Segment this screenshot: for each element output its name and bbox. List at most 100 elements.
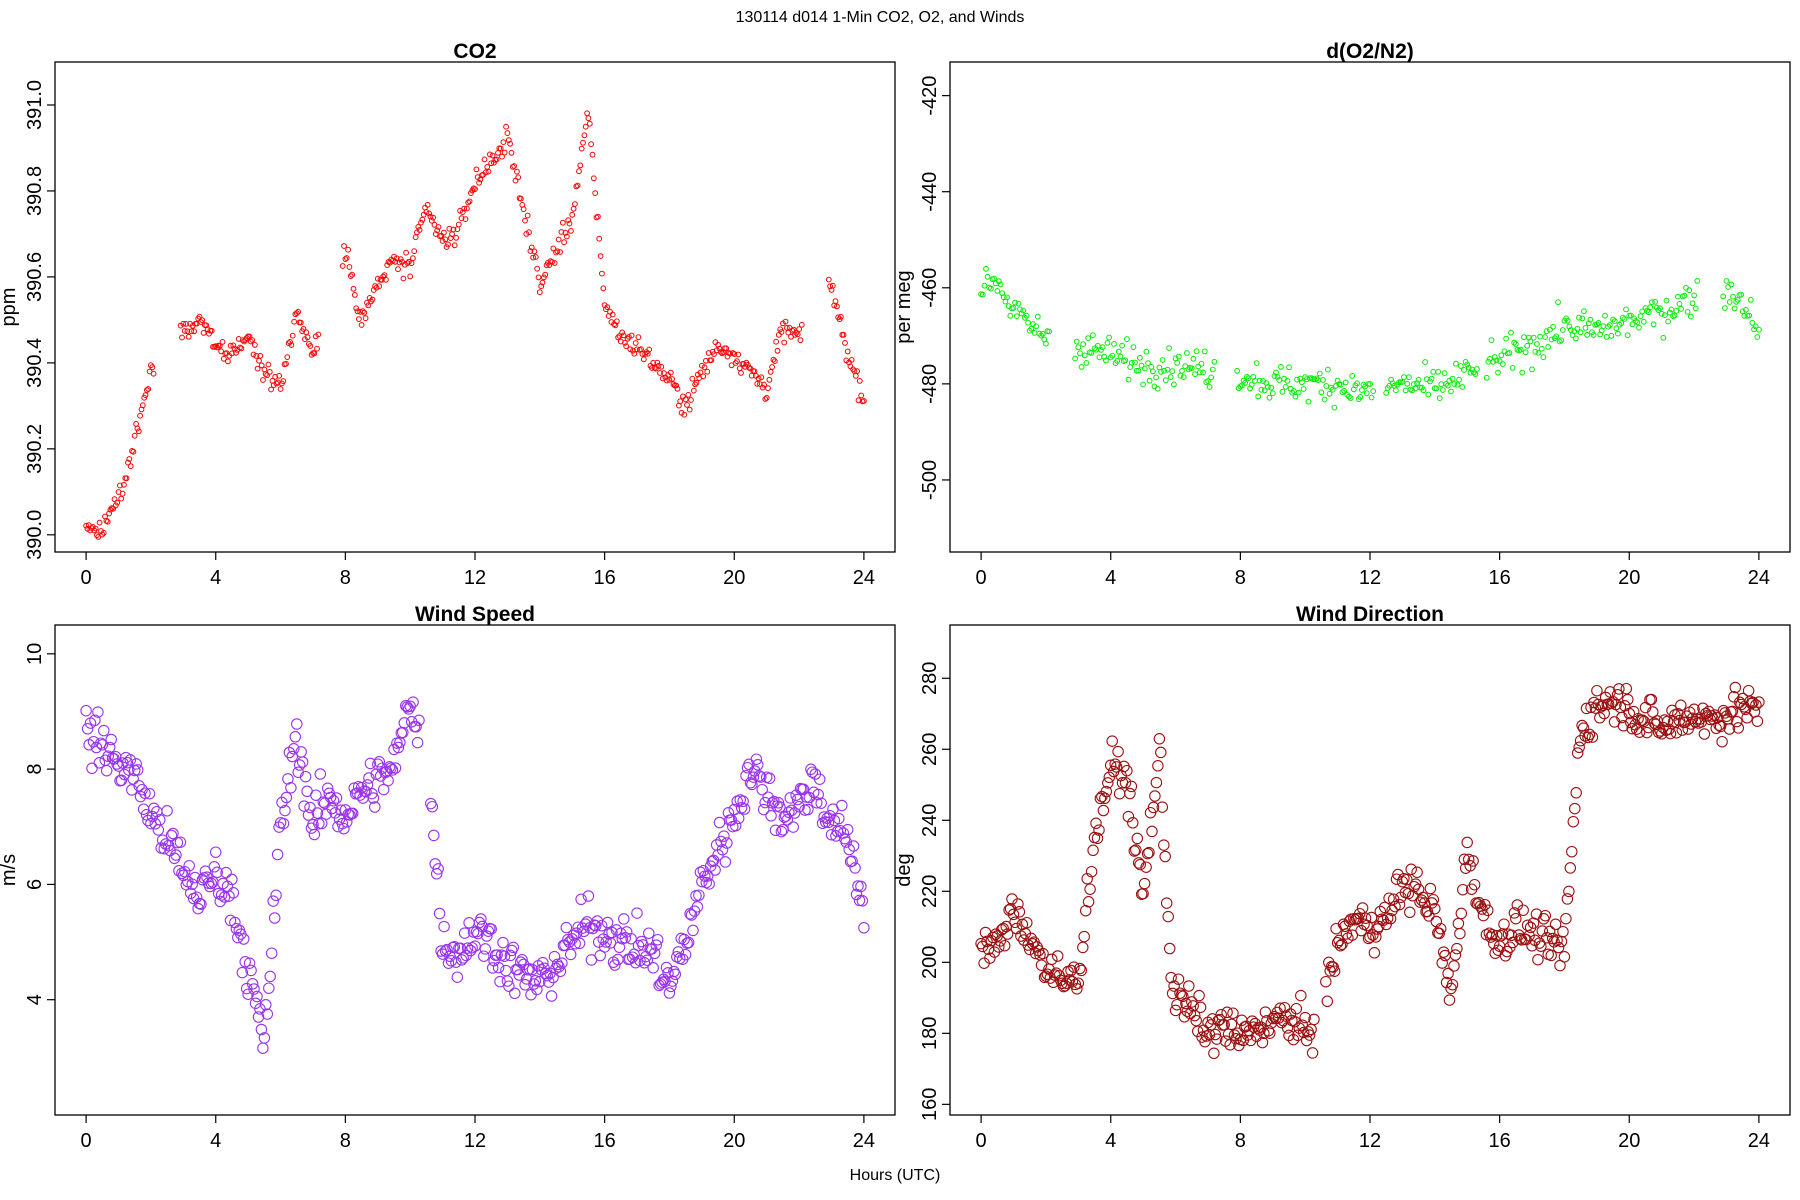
o2n2-point (1268, 384, 1275, 391)
figure-xlabel: Hours (UTC) (850, 1167, 941, 1184)
co2-point (693, 379, 700, 386)
wind-direction-point (1583, 728, 1596, 741)
o2n2-point (1495, 369, 1501, 376)
o2n2-point (1491, 354, 1498, 360)
wind-speed-point (775, 825, 788, 838)
co2-point (216, 343, 223, 349)
o2n2-point (1261, 387, 1268, 394)
wind-direction-point (1741, 712, 1753, 724)
wind-speed-point (519, 979, 531, 991)
co2-point (489, 152, 496, 159)
wind-direction-point (1300, 1034, 1313, 1047)
wind-speed-point (302, 809, 315, 821)
co2-point (607, 308, 613, 315)
wind-direction-point (1078, 930, 1090, 943)
wind-direction-point (1290, 1002, 1303, 1015)
wind-direction-point (1731, 715, 1743, 728)
wind-speed-point (316, 817, 328, 830)
wind-speed-point (785, 804, 798, 817)
co2-point (658, 363, 665, 370)
wind-direction-point (1346, 929, 1359, 941)
wind-direction-ytick-label: 220 (919, 875, 941, 908)
o2n2-point (1393, 387, 1399, 394)
co2-point (415, 224, 422, 230)
wind-direction-point (1411, 866, 1423, 879)
co2-point (434, 227, 441, 234)
o2n2-point (1436, 395, 1443, 402)
co2-point (692, 381, 698, 388)
o2n2-point (1130, 344, 1137, 351)
o2n2-point (1359, 387, 1365, 393)
wind-speed-point (131, 764, 144, 776)
wind-direction-point (1543, 925, 1556, 938)
co2-point (291, 318, 298, 325)
wind-speed-point (430, 868, 443, 880)
o2n2-point (1140, 381, 1146, 388)
o2n2-point (1106, 334, 1112, 341)
o2n2-point (1660, 334, 1667, 341)
co2-point (106, 510, 112, 517)
co2-point (465, 199, 472, 206)
co2-point (410, 255, 416, 262)
o2n2-point (1331, 404, 1338, 411)
wind-direction-point (1155, 746, 1167, 759)
o2n2-point (1577, 329, 1584, 336)
o2n2-plot-frame (949, 61, 1791, 553)
co2-point (631, 350, 638, 357)
o2n2-point (1422, 359, 1428, 365)
wind-direction-xtick-label: 0 (976, 1130, 987, 1152)
o2n2-point (1657, 305, 1663, 312)
co2-point (527, 248, 534, 254)
o2n2-point (1587, 316, 1594, 323)
co2-point (505, 137, 512, 144)
co2-point (362, 315, 369, 322)
o2n2-point (1211, 358, 1218, 365)
co2-point (844, 348, 851, 355)
wind-direction-point (1458, 853, 1471, 866)
wind-speed-point (653, 979, 665, 992)
co2-point (253, 353, 260, 359)
wind-speed-point (466, 941, 478, 954)
o2n2-point (1681, 292, 1688, 299)
o2n2-point (1347, 395, 1354, 402)
co2-point (361, 309, 368, 316)
wind-direction-point (1535, 940, 1547, 952)
wind-direction-point (1393, 898, 1406, 911)
o2n2-point (1448, 388, 1454, 395)
o2n2-point (1663, 297, 1670, 304)
co2-point (551, 260, 558, 266)
o2n2-point (981, 282, 988, 289)
co2-point (94, 532, 100, 539)
wind-speed-point (389, 762, 402, 774)
o2n2-point (1556, 338, 1563, 345)
co2-point (716, 345, 723, 352)
o2n2-point (1175, 353, 1182, 360)
wind-speed-point (195, 898, 207, 910)
o2n2-point (1145, 360, 1151, 367)
co2-point (376, 283, 383, 290)
o2n2-point (1115, 348, 1122, 355)
wind-direction-point (1303, 1029, 1316, 1041)
wind-speed-point (255, 1023, 268, 1036)
o2n2-point (1038, 332, 1044, 339)
wind-direction-point (1121, 764, 1133, 777)
wind-speed-point (665, 980, 677, 993)
wind-speed-point (856, 895, 869, 907)
co2-point (347, 273, 354, 280)
wind-speed-point (267, 895, 279, 907)
co2-point (586, 120, 593, 127)
co2-point (149, 364, 156, 371)
o2n2-point (1034, 313, 1041, 320)
co2-point (144, 387, 150, 394)
o2n2-point (1174, 360, 1181, 366)
co2-point (738, 370, 744, 376)
wind-direction-point (1169, 1004, 1182, 1017)
o2n2-point (1487, 356, 1493, 362)
co2-point (569, 211, 576, 218)
wind-direction-point (1594, 712, 1606, 724)
wind-direction-point (1244, 1034, 1257, 1047)
wind-direction-point (1457, 883, 1469, 896)
wind-speed-point (703, 878, 715, 890)
wind-direction-point (1676, 724, 1689, 736)
o2n2-point (1023, 312, 1030, 319)
